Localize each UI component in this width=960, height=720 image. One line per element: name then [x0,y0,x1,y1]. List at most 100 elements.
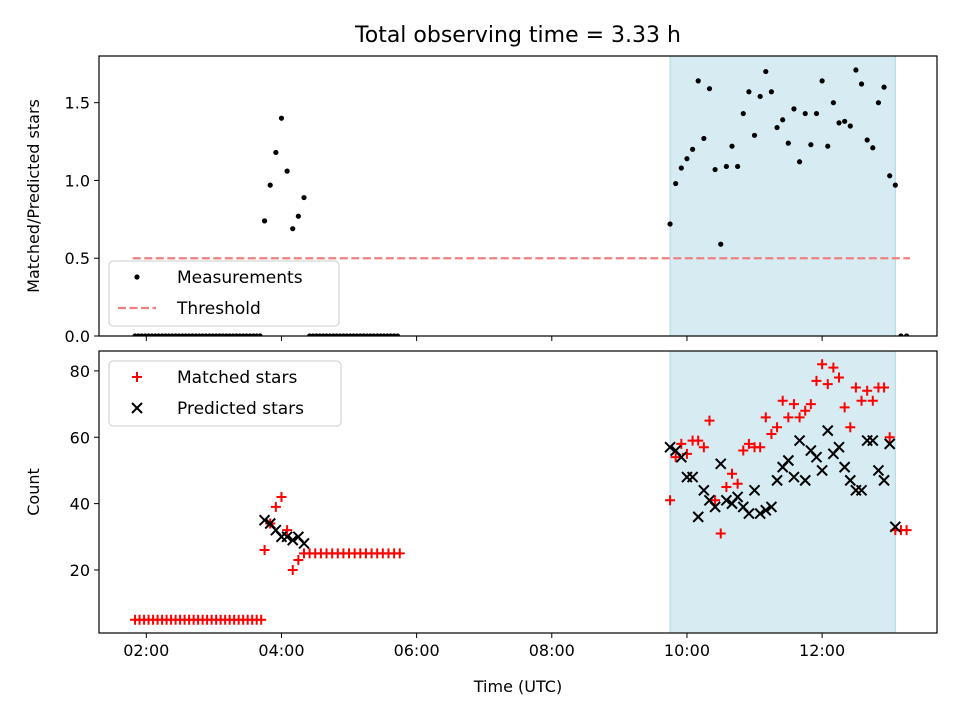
data-point [735,163,741,170]
axes-frame [98,55,938,337]
data-point [791,106,797,112]
data-point [785,140,791,146]
y-tick-label: 20 [70,561,90,580]
data-point [774,124,780,131]
legend-label: Predicted stars [177,399,304,419]
data-point [783,412,794,423]
data-point [290,226,296,232]
data-point [701,135,707,142]
data-point [743,438,754,449]
data-point [881,84,887,90]
data-point [757,93,763,100]
series-matched-stars [130,359,912,625]
data-point [833,441,845,453]
data-point [751,132,758,138]
data-layer [130,359,912,625]
data-point [847,123,853,129]
data-point [780,117,786,123]
data-point [864,137,870,143]
data-point [822,379,833,390]
data-point [844,474,856,487]
panel-top: 0.0 0.5 1.0 1.5 Matched/Predicted stars Measu… [24,55,938,346]
x-tick-label: 12:00 [799,641,845,660]
data-point [738,445,749,456]
data-point [698,484,710,497]
data-point [794,412,805,423]
data-point [720,494,733,507]
x-tick-label: 08:00 [529,641,575,660]
series-predicted-stars [258,424,902,550]
data-point [715,458,727,470]
data-point [850,382,861,393]
data-point [709,501,721,513]
panel-bottom: 02:00 04:00 06:00 08:00 10:00 12:00 20 40 60 80 Co… [24,350,938,696]
data-point [723,163,729,170]
data-point [686,471,699,483]
data-point [284,168,290,174]
data-point [898,333,904,336]
x-tick-label: 10:00 [664,641,710,660]
y-tick-label: 1.0 [65,171,90,190]
data-point [862,385,873,396]
legend-marker [131,402,143,414]
data-point [667,221,673,227]
data-point [670,452,681,463]
data-point [817,359,828,370]
data-point [839,402,850,413]
data-layer [132,67,910,336]
data-point [810,451,823,463]
data-point [816,464,828,477]
data-point [731,491,744,503]
data-point [729,143,735,149]
data-point [782,454,795,467]
data-point [276,491,287,502]
y-tick-label: 0.0 [65,327,90,346]
legend-box [108,360,342,427]
data-point [872,464,885,477]
data-point [394,548,405,559]
data-point [853,67,859,73]
data-point [693,435,704,446]
data-point [825,143,831,149]
data-point [282,525,293,536]
data-point [763,68,769,75]
data-point [704,415,715,426]
data-point [842,118,848,124]
data-point [273,149,279,156]
y-tick-label: 40 [70,495,90,514]
data-point [883,438,896,450]
data-point [740,110,746,117]
data-point [675,451,688,463]
legend: Matched stars Predicted stars [108,360,342,427]
series-measurements [132,67,910,336]
data-point [822,424,834,437]
data-point [808,142,814,148]
data-point [301,194,307,201]
x-tick-label: 02:00 [123,641,169,660]
data-point [760,504,772,516]
data-point [805,399,816,410]
data-point [903,333,910,336]
data-point [887,173,893,179]
data-point [270,501,281,512]
data-point [836,120,842,126]
data-point [712,166,718,173]
data-point [793,434,806,447]
data-point [665,495,676,506]
data-point [879,382,890,393]
data-point [819,78,825,84]
y-axis-label: Count [24,468,43,516]
y-tick-label: 1.5 [65,94,90,113]
y-tick-label: 80 [70,362,90,381]
data-point [287,564,298,575]
data-point [746,89,752,95]
data-point [772,422,783,433]
data-point [892,182,898,188]
data-point [698,442,709,453]
y-axis-label: Matched/Predicted stars [24,99,43,293]
x-tick-label: 06:00 [394,641,440,660]
data-point [813,110,820,117]
legend-box [108,260,340,327]
data-point [678,165,684,171]
data-point [845,422,856,433]
